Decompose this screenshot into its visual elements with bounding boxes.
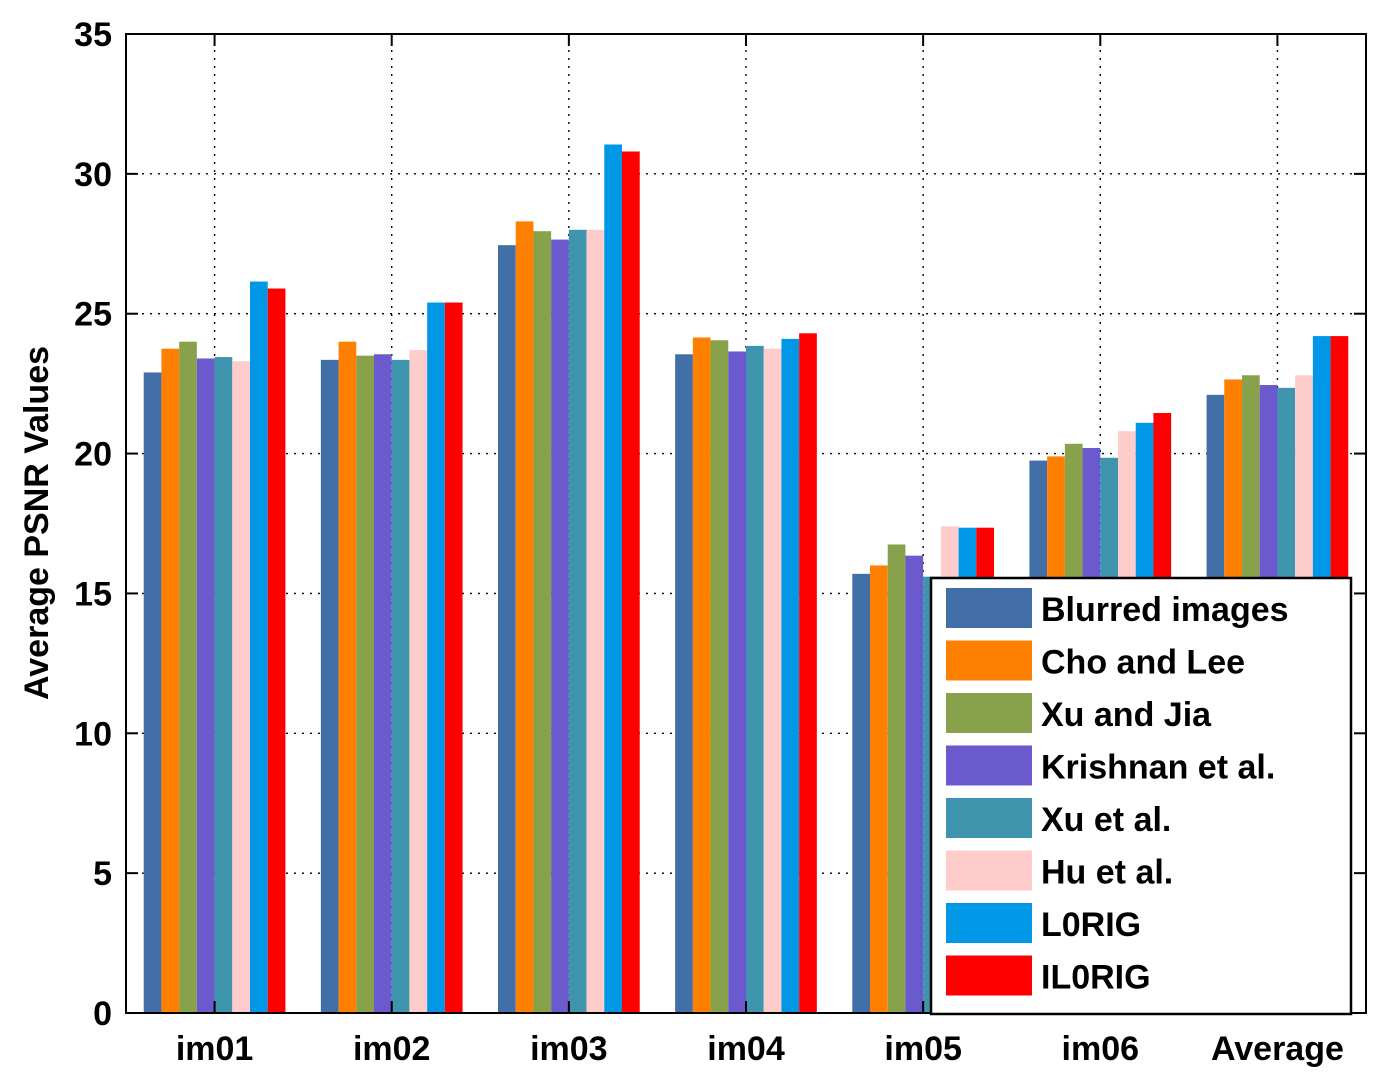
bar xyxy=(196,358,215,1013)
x-tick-label: im03 xyxy=(530,1030,608,1068)
x-tick-label: im05 xyxy=(884,1030,962,1068)
y-tick-label: 15 xyxy=(74,575,112,613)
bar xyxy=(692,337,711,1013)
legend-swatch xyxy=(946,640,1032,681)
bar xyxy=(533,231,552,1013)
legend-swatch xyxy=(946,850,1032,891)
bar xyxy=(728,351,746,1013)
x-tick-label: Average xyxy=(1211,1030,1344,1068)
y-tick-label: 0 xyxy=(93,995,112,1033)
legend-swatch xyxy=(946,745,1032,786)
x-tick-label: im04 xyxy=(707,1030,785,1068)
legend-label: Krishnan et al. xyxy=(1041,749,1275,787)
x-tick-label: im06 xyxy=(1062,1030,1140,1068)
x-tick-label: im01 xyxy=(176,1030,254,1068)
y-tick-label: 20 xyxy=(74,436,112,474)
legend: Blurred images Cho and Lee Xu and Jia Krish… xyxy=(929,576,1353,1016)
bar xyxy=(586,229,605,1014)
legend-swatch xyxy=(946,693,1032,733)
x-tick-labels: im01 im02 im03 im04 im05 im06 Average xyxy=(176,1030,1344,1068)
y-tick-labels: 0 5 10 15 20 25 30 35 xyxy=(74,16,112,1033)
bar xyxy=(622,151,640,1014)
bar xyxy=(161,348,180,1013)
bar xyxy=(515,221,534,1013)
y-axis-label: Average PSNR Values xyxy=(18,346,56,700)
bar xyxy=(179,341,197,1014)
bar xyxy=(214,357,233,1013)
legend-swatch xyxy=(946,955,1032,996)
ticks xyxy=(126,33,1366,1014)
y-tick-label: 25 xyxy=(74,296,112,334)
bar xyxy=(799,333,817,1013)
bar xyxy=(710,340,729,1014)
bar xyxy=(887,544,906,1013)
legend-label: Xu and Jia xyxy=(1041,696,1212,734)
bar xyxy=(551,239,569,1014)
x-tick-label: im02 xyxy=(353,1030,431,1068)
bar xyxy=(444,302,463,1013)
bar xyxy=(232,361,250,1013)
bar xyxy=(675,354,693,1014)
bar xyxy=(498,245,516,1014)
bar xyxy=(391,359,410,1013)
y-tick-label: 35 xyxy=(74,16,112,54)
bar xyxy=(746,345,764,1013)
legend-label: Blurred images xyxy=(1041,591,1289,629)
legend-label: Hu et al. xyxy=(1041,854,1173,892)
y-tick-label: 30 xyxy=(74,156,112,194)
bar xyxy=(604,144,622,1014)
legend-swatch xyxy=(946,903,1032,943)
bar xyxy=(781,338,800,1014)
bar xyxy=(763,348,782,1013)
legend-label: IL0RIG xyxy=(1041,959,1151,997)
y-tick-label: 10 xyxy=(74,715,112,753)
legend-swatch xyxy=(946,588,1032,628)
bar xyxy=(409,350,428,1013)
bar xyxy=(338,341,357,1014)
bar xyxy=(905,555,924,1013)
bar xyxy=(427,302,445,1013)
bar xyxy=(143,372,162,1013)
bar xyxy=(250,281,268,1014)
bar xyxy=(374,354,392,1014)
legend-swatch xyxy=(946,798,1032,838)
legend-label: L0RIG xyxy=(1041,906,1141,944)
legend-label: Cho and Lee xyxy=(1041,644,1245,682)
bar xyxy=(852,573,870,1013)
legend-label: Xu et al. xyxy=(1041,801,1171,839)
bar xyxy=(568,229,587,1014)
bar xyxy=(320,359,339,1013)
bar xyxy=(870,565,888,1013)
bar xyxy=(356,355,374,1014)
bar xyxy=(267,288,286,1013)
y-tick-label: 5 xyxy=(93,855,112,893)
